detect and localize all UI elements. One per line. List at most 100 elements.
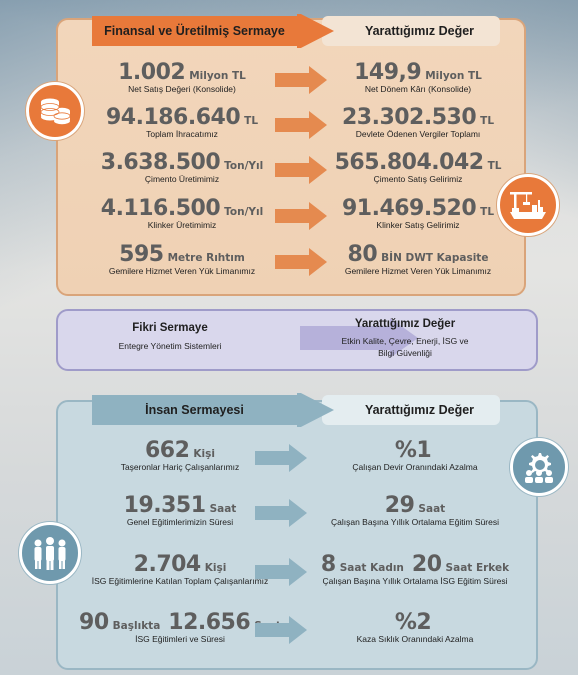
financial-right-header: Yarattığımız Değer xyxy=(364,24,475,38)
financial-row-4-left-unit: Ton/Yıl xyxy=(224,206,264,218)
human-row-3-right-cell: 8 Saat Kadın 20 Saat Erkek Çalışan Başına Yı… xyxy=(300,552,530,586)
financial-row-2-left-label: Toplam İhracatımız xyxy=(146,129,218,139)
human-row-1-right-label: Çalışan Devir Oranındaki Azalma xyxy=(352,462,478,472)
human-row-3-left-value: 2.704 xyxy=(133,552,202,577)
human-row-2-right-cell: 29 Saat Çalışan Başına Yıllık Ortalama Eği… xyxy=(300,493,530,527)
human-row-1-arrow xyxy=(255,444,307,472)
team-gear-icon xyxy=(510,438,568,496)
financial-row-2-right-value: 23.302.530 xyxy=(341,105,477,130)
financial-row-3-right-unit: TL xyxy=(487,160,502,172)
financial-row-3-right-label: Çimento Satış Gelirimiz xyxy=(373,174,463,184)
financial-row-1-left-unit: Milyon TL xyxy=(189,70,246,82)
financial-row-5-right-cell: 80 BİN DWT Kapasite Gemilere Hizmet Veren … xyxy=(308,242,528,276)
financial-row-1-left-figure: 1.002 Milyon TL xyxy=(118,60,246,85)
financial-row-1-right-figure: 149,9 Milyon TL xyxy=(354,60,482,85)
financial-row-1-arrow xyxy=(275,66,327,94)
financial-row-2-right-cell: 23.302.530 TL Devlete Ödenen Vergiler Topl… xyxy=(308,105,528,139)
financial-row-5-right-unit: BİN DWT Kapasite xyxy=(381,252,489,264)
intellectual-left-text: Entegre Yönetim Sistemleri xyxy=(118,341,222,351)
human-row-3-right-label: Çalışan Başına Yıllık Ortalama İSG Eğiti… xyxy=(322,576,508,586)
coins-icon xyxy=(26,82,84,140)
human-row-4-left-value: 90 xyxy=(79,610,109,635)
financial-row-5-right-value: 80 xyxy=(347,242,378,267)
financial-row-2-right-label: Devlete Ödenen Vergiler Toplamı xyxy=(355,129,481,139)
human-row-3-right-value: 8 xyxy=(320,552,336,577)
financial-row-3-right-cell: 565.804.042 TL Çimento Satış Gelirimiz xyxy=(308,150,528,184)
human-row-3-right-figure: 8 Saat Kadın 20 Saat Erkek xyxy=(321,552,509,577)
financial-row-2-left-cell: 94.186.640 TL Toplam İhracatımız xyxy=(67,105,297,139)
intellectual-right-text-1: Etkin Kalite, Çevre, Enerji, İSG ve xyxy=(341,336,469,346)
human-row-1-left-cell: 662 Kişi Taşeronlar Hariç Çalışanlarımız xyxy=(65,438,295,472)
human-row-3-left-cell: 2.704 Kişi İSG Eğitimlerine Katılan Toplam… xyxy=(65,552,295,586)
financial-row-4-right-figure: 91.469.520 TL xyxy=(342,196,494,221)
human-row-3-right-unit-2: Saat Erkek xyxy=(445,562,510,574)
human-row-2-left-cell: 19.351 Saat Genel Eğitimlerimizin Süresi xyxy=(65,493,295,527)
intellectual-capital-panel xyxy=(56,309,538,371)
human-row-4-arrow xyxy=(255,616,307,644)
intellectual-arrow xyxy=(300,318,418,358)
financial-row-2-arrow xyxy=(275,111,327,139)
financial-row-4-right-cell: 91.469.520 TL Klinker Satış Gelirimiz xyxy=(308,196,528,230)
human-row-1-left-value: 662 xyxy=(144,438,190,463)
financial-row-3-left-unit: Ton/Yıl xyxy=(224,160,264,172)
financial-row-3-right-figure: 565.804.042 TL xyxy=(335,150,502,175)
financial-row-5-right-figure: 80 BİN DWT Kapasite xyxy=(348,242,489,267)
financial-row-3-arrow xyxy=(275,156,327,184)
human-row-2-right-value: 29 xyxy=(384,493,415,518)
financial-capital-panel xyxy=(56,18,526,296)
human-row-2-left-unit: Saat xyxy=(209,503,237,515)
financial-header-banner: Finansal ve Üretilmiş Sermaye Yarattığım… xyxy=(92,14,502,48)
human-row-1-left-figure: 662 Kişi xyxy=(145,438,215,463)
financial-row-4-left-figure: 4.116.500 Ton/Yıl xyxy=(101,196,263,221)
financial-row-5-arrow xyxy=(275,248,327,276)
financial-row-1-right-value: 149,9 xyxy=(354,60,422,85)
human-row-4-right-value: %2 xyxy=(394,610,432,635)
financial-row-4-right-unit: TL xyxy=(480,206,495,218)
human-row-1-left-unit: Kişi xyxy=(193,448,216,460)
human-row-3-left-unit: Kişi xyxy=(204,562,227,574)
financial-row-1-right-cell: 149,9 Milyon TL Net Dönem Kârı (Konsolide) xyxy=(308,60,528,94)
financial-row-2-left-unit: TL xyxy=(244,115,259,127)
financial-row-3-left-cell: 3.638.500 Ton/Yıl Çimento Üretimimiz xyxy=(67,150,297,184)
financial-header-arrow xyxy=(92,14,500,48)
human-row-2-left-figure: 19.351 Saat xyxy=(124,493,237,518)
human-header-arrow xyxy=(92,393,500,427)
intellectual-right-header: Yarattığımız Değer xyxy=(354,318,456,330)
financial-row-2-left-value: 94.186.640 xyxy=(105,105,241,130)
financial-row-1-right-label: Net Dönem Kârı (Konsolide) xyxy=(364,84,472,94)
financial-row-2-right-figure: 23.302.530 TL xyxy=(342,105,494,130)
people-group-icon xyxy=(19,522,81,584)
port-crane-icon xyxy=(497,174,559,236)
human-row-2-arrow xyxy=(255,499,307,527)
financial-row-5-left-label: Gemilere Hizmet Veren Yük Limanımız xyxy=(108,266,256,276)
financial-row-2-left-figure: 94.186.640 TL xyxy=(106,105,258,130)
human-row-1-right-cell: %1 Çalışan Devir Oranındaki Azalma xyxy=(300,438,530,472)
human-row-2-right-figure: 29 Saat xyxy=(385,493,445,518)
financial-row-4-left-value: 4.116.500 xyxy=(100,196,221,221)
financial-row-1-left-label: Net Satış Değeri (Konsolide) xyxy=(128,84,236,94)
human-right-header: Yarattığımız Değer xyxy=(364,403,475,417)
intellectual-left-header: Fikri Sermaye xyxy=(132,322,208,334)
human-row-1-right-value: %1 xyxy=(394,438,432,463)
financial-row-4-left-label: Klinker Üretimimiz xyxy=(147,220,217,230)
financial-left-header: Finansal ve Üretilmiş Sermaye xyxy=(104,24,285,38)
financial-row-3-left-label: Çimento Üretimimiz xyxy=(144,174,220,184)
financial-row-4-right-label: Klinker Satış Gelirimiz xyxy=(376,220,460,230)
human-row-4-right-label: Kaza Sıklık Oranındaki Azalma xyxy=(356,634,474,644)
human-row-4-left-label: İSG Eğitimleri ve Süresi xyxy=(135,634,225,644)
financial-row-2-right-unit: TL xyxy=(480,115,495,127)
human-row-4-right-cell: %2 Kaza Sıklık Oranındaki Azalma xyxy=(300,610,530,644)
financial-row-1-right-unit: Milyon TL xyxy=(425,70,482,82)
financial-row-5-left-unit: Metre Rıhtım xyxy=(167,252,245,264)
human-capital-panel xyxy=(56,400,538,670)
human-row-4-right-figure: %2 xyxy=(395,610,435,635)
financial-row-5-left-cell: 595 Metre Rıhtım Gemilere Hizmet Veren Yük… xyxy=(67,242,297,276)
financial-row-5-left-value: 595 xyxy=(119,242,164,267)
human-row-2-right-label: Çalışan Başına Yıllık Ortalama Eğitim Sü… xyxy=(330,517,500,527)
human-row-1-left-label: Taşeronlar Hariç Çalışanlarımız xyxy=(120,462,240,472)
financial-row-1-left-cell: 1.002 Milyon TL Net Satış Değeri (Konsolid… xyxy=(67,60,297,94)
financial-row-5-left-figure: 595 Metre Rıhtım xyxy=(119,242,245,267)
human-row-3-left-figure: 2.704 Kişi xyxy=(134,552,227,577)
financial-row-4-right-value: 91.469.520 xyxy=(341,196,477,221)
